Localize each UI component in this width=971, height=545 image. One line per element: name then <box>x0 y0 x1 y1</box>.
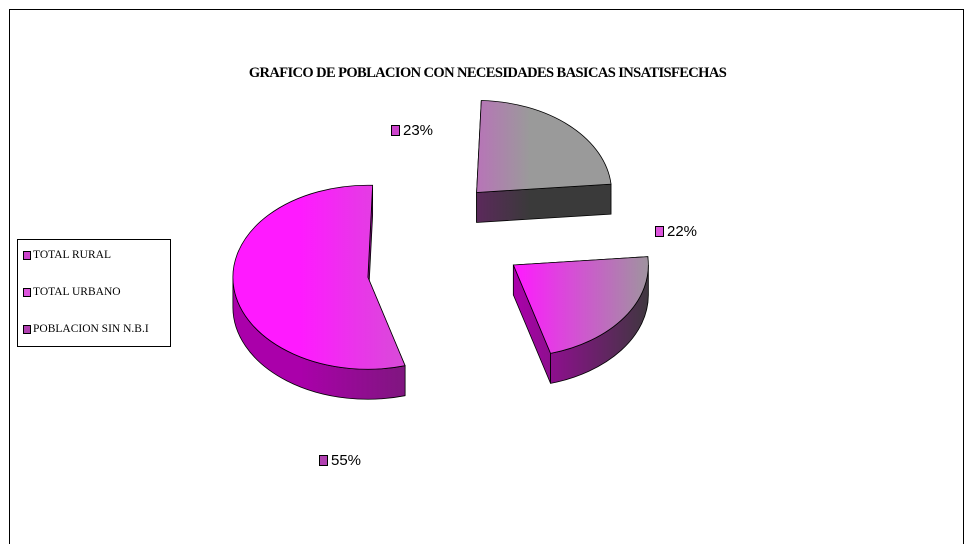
chart-area: GRAFICO DE POBLACION CON NECESIDADES BAS… <box>9 9 964 544</box>
data-label-swatch <box>391 125 400 136</box>
pie-slice-top <box>476 100 612 193</box>
legend-item-total-urbano: TOTAL URBANO <box>23 284 121 300</box>
data-label-text: 23% <box>403 122 434 139</box>
data-label-text: 55% <box>331 452 362 469</box>
legend-item-poblacion-sin-nbi: POBLACION SIN N.B.I <box>23 321 149 337</box>
legend-swatch <box>23 324 31 334</box>
pie-slice-total-urbano <box>512 256 649 384</box>
pie-slice-poblacion-sin-nbi <box>232 184 406 400</box>
legend-swatch <box>23 250 31 260</box>
legend-item-total-rural: TOTAL RURAL <box>23 247 111 263</box>
data-label-swatch <box>655 226 664 237</box>
data-label-swatch <box>319 455 328 466</box>
data-label-total-rural: 23% <box>391 122 433 139</box>
pie-slice-top <box>232 184 406 370</box>
legend-label: POBLACION SIN N.B.I <box>33 323 149 335</box>
legend-swatch <box>23 287 31 297</box>
pie-slice-top <box>512 256 649 354</box>
data-label-text: 22% <box>667 223 698 240</box>
pie-chart <box>232 100 649 400</box>
legend-label: TOTAL URBANO <box>33 286 121 298</box>
data-label-poblacion-sin-nbi: 55% <box>319 452 361 469</box>
data-label-total-urbano: 22% <box>655 223 697 240</box>
legend-label: TOTAL RURAL <box>33 249 111 261</box>
chart-title: GRAFICO DE POBLACION CON NECESIDADES BAS… <box>248 65 727 81</box>
chart-legend: TOTAL RURAL TOTAL URBANO POBLACION SIN N… <box>17 239 171 347</box>
pie-slice-total-rural <box>476 100 612 223</box>
